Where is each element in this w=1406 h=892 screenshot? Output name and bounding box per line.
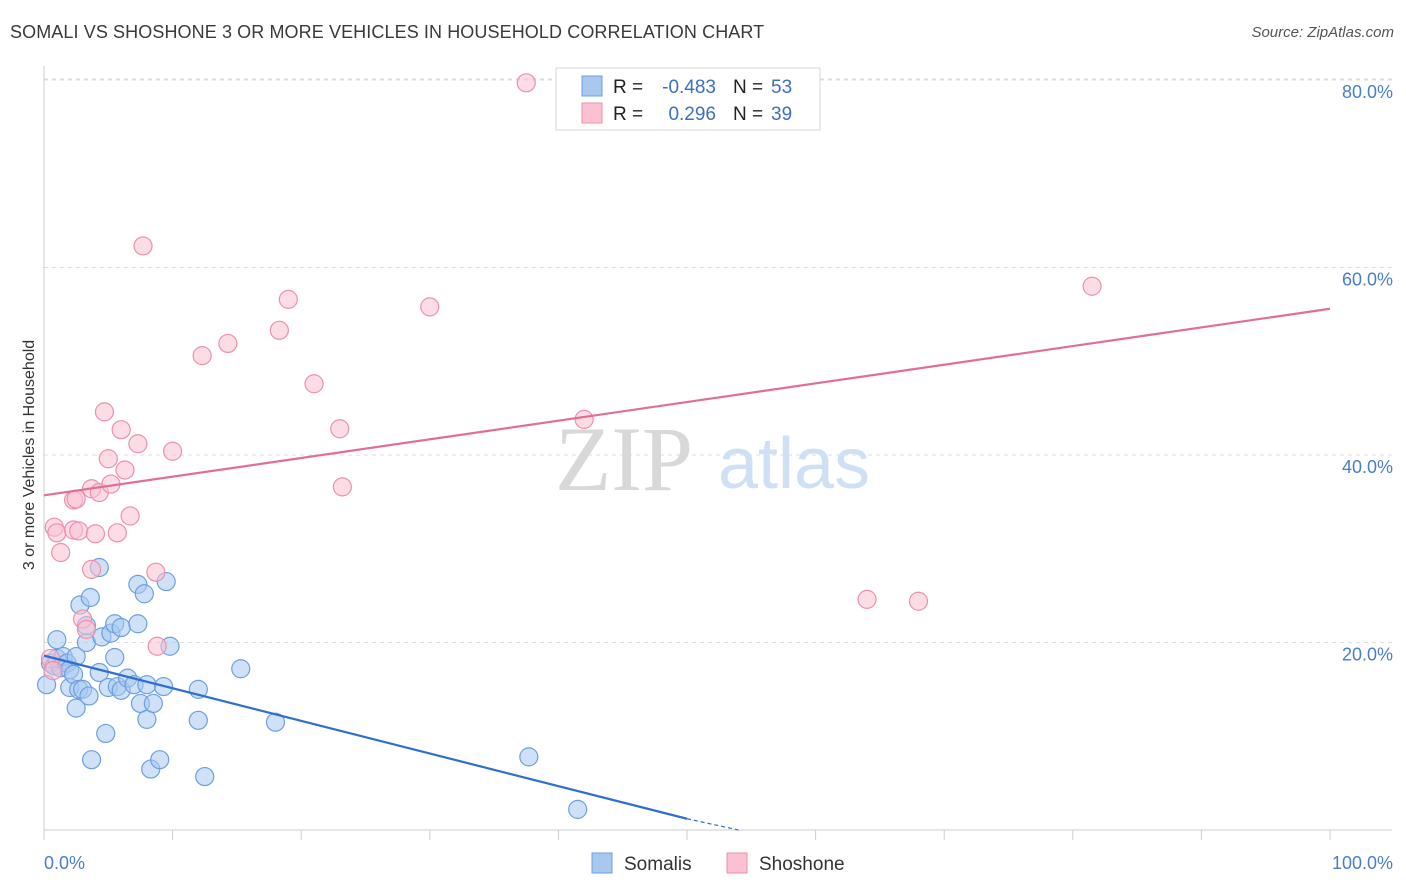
legend-box: R = -0.483 N = 53 R = 0.296 N = 39 (555, 67, 821, 131)
point-shoshone (332, 477, 352, 497)
point-shoshone (133, 236, 153, 256)
point-somalis (47, 630, 67, 650)
point-somalis (150, 750, 170, 770)
point-somalis (66, 698, 86, 718)
point-shoshone (94, 402, 115, 422)
point-shoshone (330, 419, 350, 439)
point-shoshone (107, 523, 127, 543)
legend-r-label: R = (613, 104, 643, 125)
y-tick-label: 20.0% (1342, 645, 1393, 665)
point-somalis (231, 659, 251, 679)
point-shoshone (278, 289, 298, 309)
point-shoshone (81, 559, 102, 579)
point-somalis (519, 747, 539, 767)
point-shoshone (69, 521, 89, 541)
point-shoshone (908, 591, 929, 611)
point-somalis (105, 647, 125, 668)
point-somalis (134, 584, 154, 604)
point-somalis (143, 693, 163, 714)
point-shoshone (147, 636, 167, 656)
bottom-legend-swatch (726, 852, 748, 874)
point-shoshone (857, 589, 877, 609)
axes (43, 66, 1392, 840)
legend-n-label: N = (733, 104, 763, 125)
point-shoshone (574, 409, 594, 429)
point-shoshone (192, 346, 212, 366)
legend-n-value: 53 (771, 77, 792, 98)
legend-n-label: N = (733, 77, 763, 98)
x-tick-label: 0.0% (44, 853, 85, 873)
bottom-legend-label: Somalis (624, 854, 692, 875)
point-shoshone (163, 441, 183, 461)
point-somalis (265, 712, 286, 732)
point-shoshone (128, 434, 148, 454)
point-somalis (568, 799, 588, 819)
point-shoshone (146, 562, 166, 582)
legend-r-label: R = (613, 77, 643, 98)
legend-swatch (581, 102, 603, 124)
y-tick-labels: 20.0% 40.0% 60.0% 80.0% (1342, 82, 1393, 665)
point-somalis (137, 675, 157, 695)
point-shoshone (115, 460, 135, 480)
point-shoshone (47, 523, 67, 543)
legend-n-value: 39 (771, 104, 792, 125)
point-shoshone (1082, 276, 1102, 296)
point-somalis (137, 709, 157, 729)
chart-source: Source: ZipAtlas.com (1251, 24, 1394, 41)
bottom-legend-label: Shoshone (759, 854, 845, 875)
data-points (36, 73, 1102, 819)
point-somalis (195, 766, 215, 787)
grid-lines (44, 78, 1392, 643)
x-tick-labels: 0.0% 100.0% (44, 853, 1393, 873)
point-shoshone (516, 73, 536, 93)
y-tick-label: 80.0% (1342, 82, 1393, 102)
point-shoshone (76, 619, 97, 639)
legend-r-value: 0.296 (668, 104, 716, 125)
point-shoshone (98, 449, 118, 469)
chart-title: SOMALI VS SHOSHONE 3 OR MORE VEHICLES IN… (10, 22, 765, 42)
point-somalis (81, 750, 102, 770)
point-somalis (188, 710, 208, 730)
point-somalis (96, 723, 116, 744)
trend-line-shoshone (43, 307, 1331, 497)
y-tick-label: 40.0% (1342, 457, 1393, 477)
trend-lines (43, 307, 1331, 831)
bottom-legend: Somalis Shoshone (591, 852, 845, 875)
trend-line-extension (686, 818, 739, 831)
y-axis-label: 3 or more Vehicles in Household (21, 340, 38, 570)
point-somalis (111, 617, 131, 638)
point-shoshone (85, 524, 106, 544)
y-tick-label: 60.0% (1342, 270, 1393, 290)
point-shoshone (111, 420, 131, 440)
point-shoshone (269, 320, 289, 340)
point-somalis (79, 686, 99, 706)
legend-swatch (581, 75, 603, 97)
point-somalis (80, 587, 100, 608)
watermark: ZIP atlas (555, 408, 870, 510)
legend-r-value: -0.483 (662, 77, 716, 98)
trend-line-somalis (43, 654, 688, 820)
point-shoshone (304, 374, 324, 394)
point-somalis (128, 614, 148, 634)
point-shoshone (420, 297, 440, 317)
point-shoshone (66, 489, 86, 509)
bottom-legend-swatch (591, 852, 613, 874)
point-shoshone (51, 542, 71, 563)
point-shoshone (120, 506, 140, 526)
point-shoshone (43, 661, 63, 681)
point-shoshone (218, 333, 238, 354)
x-tick-label: 100.0% (1332, 853, 1393, 873)
watermark-atlas: atlas (718, 424, 870, 504)
point-somalis (66, 646, 86, 667)
